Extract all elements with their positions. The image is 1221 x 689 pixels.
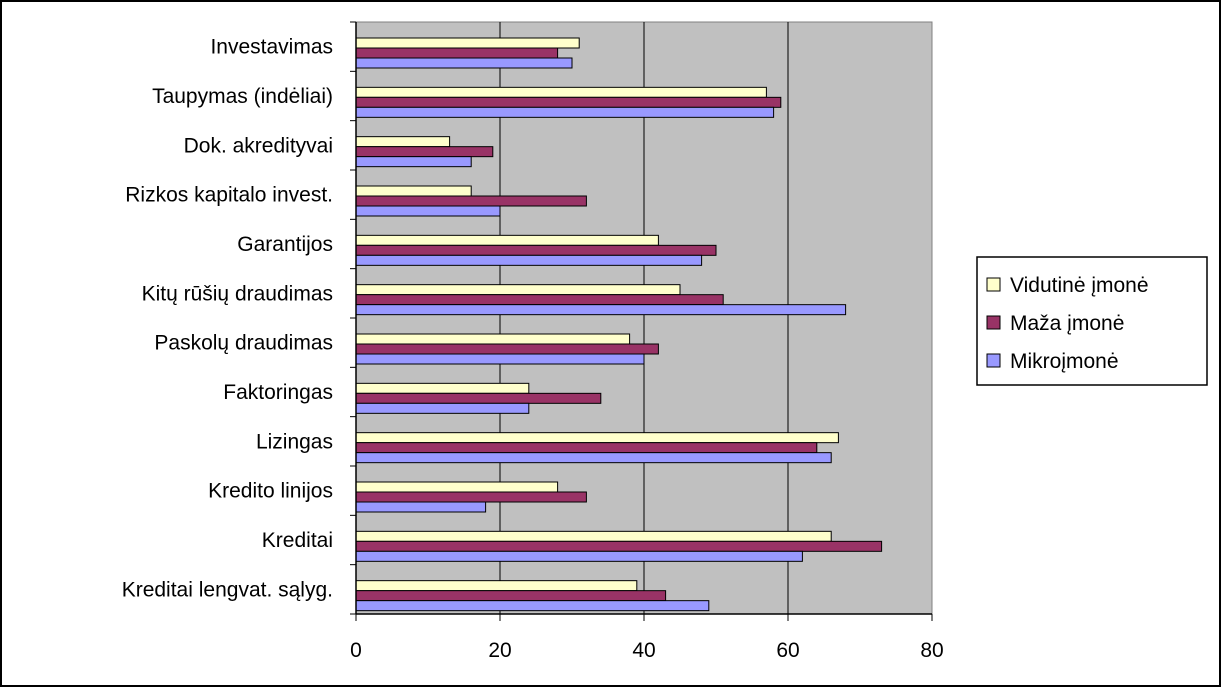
category-label: Lizingas (256, 430, 333, 453)
bar (355, 304, 847, 316)
bar (355, 550, 803, 562)
bar (355, 600, 710, 612)
bar (355, 580, 638, 592)
x-tick-label: 40 (632, 639, 655, 662)
category-label: Faktoringas (223, 381, 333, 404)
x-tick-label: 80 (920, 639, 943, 662)
legend-label: Maža įmonė (1010, 312, 1124, 335)
bar (355, 294, 724, 306)
bar (355, 146, 494, 158)
category-label: Rizkos kapitalo invest. (125, 184, 333, 207)
legend-box (976, 256, 1208, 386)
category-label: Paskolų draudimas (154, 332, 333, 355)
bar (355, 491, 587, 503)
bar (355, 501, 487, 513)
bar (355, 136, 451, 148)
category-label: Kreditai lengvat. sąlyg. (122, 578, 333, 601)
category-label: Kreditai (262, 529, 333, 552)
legend-label: Mikroįmonė (1010, 350, 1119, 373)
bar (355, 37, 580, 49)
bar (355, 432, 839, 444)
x-tick-label: 20 (488, 639, 511, 662)
bar (355, 442, 818, 454)
legend-swatch (986, 353, 1001, 368)
category-label: Kredito linijos (208, 480, 333, 503)
legend-swatch (986, 277, 1001, 292)
bar (355, 284, 681, 296)
bar (355, 57, 573, 69)
category-label: Garantijos (237, 233, 333, 256)
bar (355, 47, 559, 59)
category-label: Investavimas (210, 36, 333, 59)
bar (355, 106, 775, 118)
bar (355, 590, 667, 602)
bar (355, 185, 472, 197)
bar (355, 402, 530, 414)
bar (355, 392, 602, 404)
bar (355, 540, 883, 552)
legend-label: Vidutinė įmonė (1010, 274, 1149, 297)
bar (355, 254, 703, 266)
bar (355, 452, 832, 464)
bar (355, 205, 501, 217)
bar (355, 96, 782, 108)
legend: Vidutinė įmonė Maža įmonė Mikroįmonė (976, 256, 1208, 386)
category-label: Dok. akredityvai (184, 134, 333, 157)
bar (355, 481, 559, 493)
bar (355, 195, 587, 207)
bar (355, 333, 631, 345)
bar (355, 382, 530, 394)
bar (355, 234, 659, 246)
bar (355, 86, 767, 98)
category-label: Taupymas (indėliai) (152, 85, 333, 108)
x-tick-label: 0 (350, 639, 362, 662)
bar (355, 353, 645, 365)
plot-area: Investavimas Taupymas (indėliai) Dok. akre… (122, 21, 944, 662)
category-label: Kitų rūšių draudimas (142, 282, 333, 305)
bar (355, 343, 659, 355)
bar (355, 530, 832, 542)
bar (355, 156, 472, 168)
bar (355, 244, 717, 256)
legend-swatch (986, 315, 1001, 330)
x-tick-label: 60 (776, 639, 799, 662)
